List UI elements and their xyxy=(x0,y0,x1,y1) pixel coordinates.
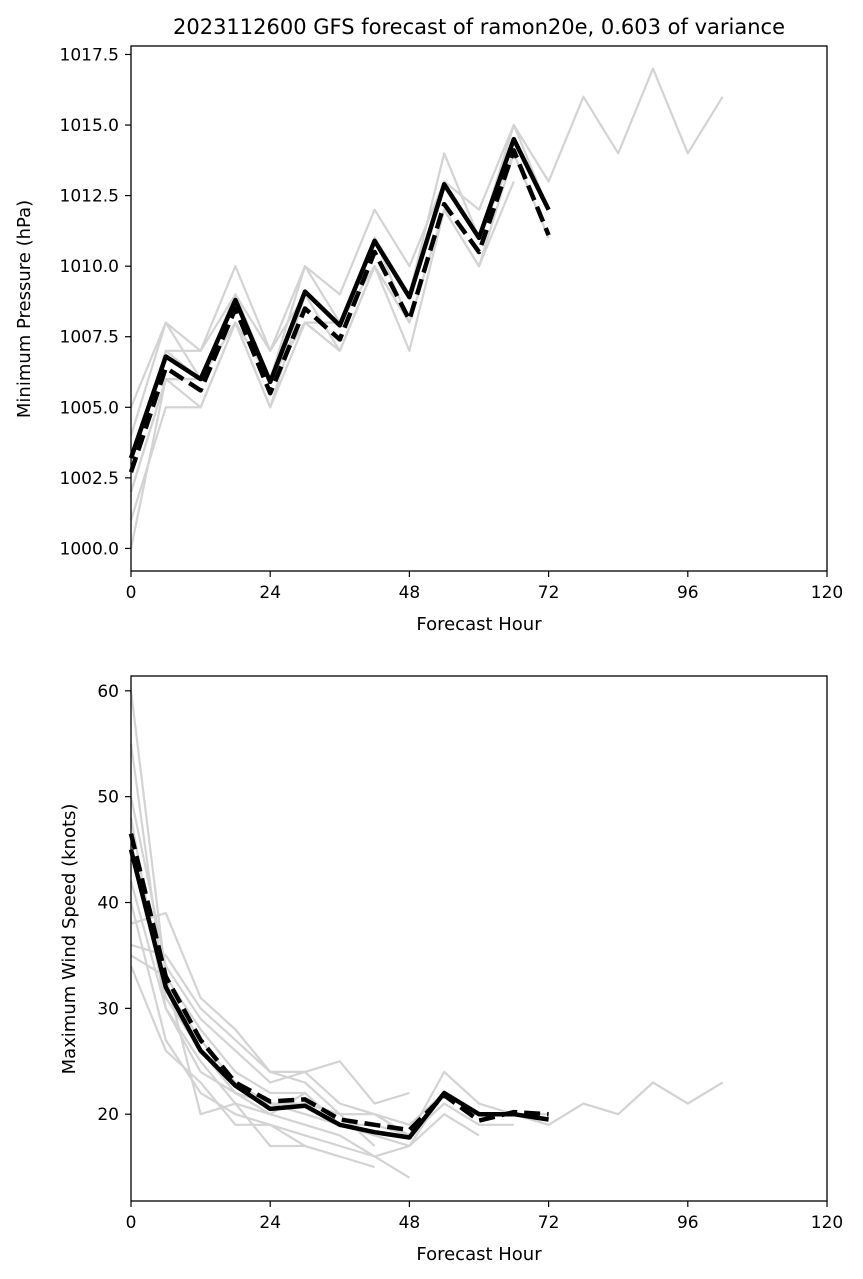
wind-y-ticks: 20 30 40 50 60 xyxy=(97,682,131,1125)
wind-x-tick-label: 48 xyxy=(399,1213,421,1233)
pressure-y-axis-label: Minimum Pressure (hPa) xyxy=(14,200,35,418)
wind-y-tick-label: 30 xyxy=(97,999,119,1019)
pressure-x-tick-label: 120 xyxy=(811,583,843,603)
pressure-ensemble-member-line xyxy=(129,321,341,493)
wind-ensemble-member-line xyxy=(129,965,341,1158)
wind-x-ticks: 0 24 48 72 96 120 xyxy=(126,1201,843,1233)
wind-x-tick-label: 72 xyxy=(538,1213,560,1233)
wind-dashed-series-line xyxy=(128,833,549,1133)
chart-title: 2023112600 GFS forecast of ramon20e, 0.6… xyxy=(173,15,785,39)
pressure-plot-area xyxy=(128,67,724,549)
pressure-x-tick-label: 24 xyxy=(259,583,281,603)
wind-y-axis-label: Maximum Wind Speed (knots) xyxy=(59,804,80,1075)
pressure-y-tick-label: 1015.0 xyxy=(60,116,119,136)
pressure-x-tick-label: 48 xyxy=(399,583,421,603)
pressure-axes-frame xyxy=(130,45,828,572)
pressure-x-tick-label: 0 xyxy=(126,583,137,603)
pressure-y-tick-label: 1017.5 xyxy=(60,45,119,65)
pressure-y-tick-label: 1005.0 xyxy=(60,398,119,418)
wind-ensemble-member-line xyxy=(130,911,376,1147)
pressure-x-tick-label: 72 xyxy=(538,583,560,603)
pressure-y-tick-label: 1002.5 xyxy=(60,469,119,489)
pressure-y-tick-label: 1010.0 xyxy=(60,257,119,277)
wind-x-tick-label: 120 xyxy=(811,1213,843,1233)
pressure-solid-series-line xyxy=(128,136,551,459)
pressure-y-ticks: 1000.0 1002.5 1005.0 1007.5 1010.0 1012.5 1015… xyxy=(60,45,131,559)
pressure-panel: 2023112600 GFS forecast of ramon20e, 0.6… xyxy=(14,15,843,635)
wind-y-tick-label: 50 xyxy=(97,788,119,808)
wind-x-tick-label: 24 xyxy=(259,1213,281,1233)
wind-x-tick-label: 0 xyxy=(126,1213,137,1233)
pressure-x-ticks: 0 24 48 72 96 120 xyxy=(126,571,843,603)
wind-solid-series-line xyxy=(128,849,549,1140)
wind-plot-area xyxy=(128,690,724,1179)
wind-axes-frame xyxy=(130,675,828,1202)
wind-ensemble-member-line xyxy=(129,796,514,1137)
wind-y-tick-label: 40 xyxy=(97,894,119,914)
pressure-x-tick-label: 96 xyxy=(677,583,699,603)
wind-ensemble-member-line xyxy=(129,881,480,1158)
wind-x-axis-label: Forecast Hour xyxy=(416,1244,542,1265)
pressure-x-axis-label: Forecast Hour xyxy=(416,614,542,635)
pressure-y-tick-label: 1012.5 xyxy=(60,187,119,207)
wind-y-tick-label: 20 xyxy=(97,1105,119,1125)
wind-ensemble-member-line xyxy=(129,817,341,1126)
wind-y-tick-label: 60 xyxy=(97,682,119,702)
pressure-y-tick-label: 1000.0 xyxy=(60,539,119,559)
pressure-dashed-series-line xyxy=(128,148,551,473)
pressure-y-tick-label: 1007.5 xyxy=(60,328,119,348)
wind-x-tick-label: 96 xyxy=(677,1213,699,1233)
wind-panel: 0 24 48 72 96 120 20 30 40 50 60 Forecast Hour Ma… xyxy=(59,675,843,1265)
